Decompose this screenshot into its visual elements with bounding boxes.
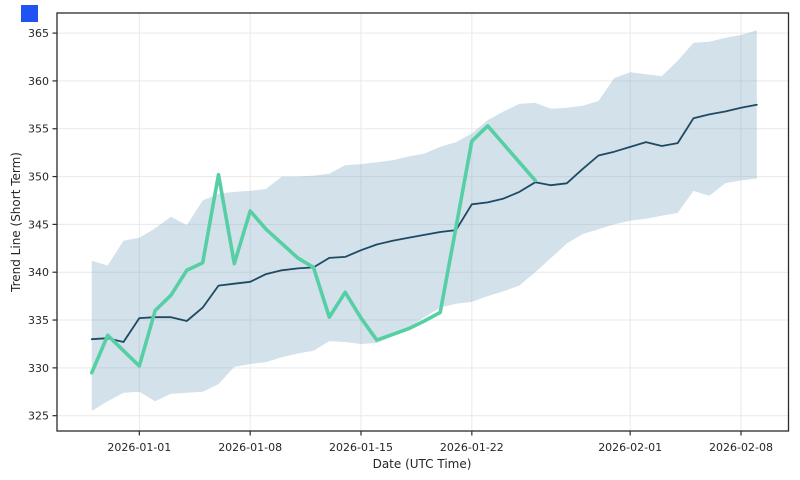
x-tick-label: 2026-01-08 — [218, 441, 282, 454]
grid-lines — [57, 13, 789, 431]
y-tick-label: 340 — [28, 266, 49, 279]
y-tick-label: 335 — [28, 314, 49, 327]
y-tick-label: 355 — [28, 123, 49, 136]
x-axis-label: Date (UTC Time) — [373, 457, 472, 471]
confidence-band-area — [91, 30, 757, 411]
x-tick-label: 2026-01-15 — [329, 441, 393, 454]
x-tick-label: 2026-01-01 — [107, 441, 171, 454]
y-axis-label: Trend Line (Short Term) — [9, 152, 23, 293]
y-tick-label: 350 — [28, 171, 49, 184]
x-tick-label: 2026-01-22 — [440, 441, 504, 454]
plot-border — [56, 12, 790, 432]
x-tick-label: 2026-02-01 — [598, 441, 662, 454]
confidence-band — [91, 30, 757, 411]
corner-marker — [21, 5, 38, 22]
y-tick-label: 345 — [28, 218, 49, 231]
y-tick-label: 360 — [28, 75, 49, 88]
x-tick-label: 2026-02-08 — [709, 441, 773, 454]
data-series — [90, 103, 758, 375]
x-tick-labels: 2026-01-01 2026-01-08 2026-01-15 2026-01-22… — [107, 441, 773, 454]
axis-ticks — [52, 32, 742, 436]
y-tick-label: 325 — [28, 410, 49, 423]
actual-line — [90, 124, 537, 375]
y-tick-label: 330 — [28, 362, 49, 375]
y-tick-labels: 325 330 335 340 345 350 355 360 365 — [28, 27, 49, 423]
forecast-trend-line — [90, 103, 758, 343]
y-tick-label: 365 — [28, 27, 49, 40]
